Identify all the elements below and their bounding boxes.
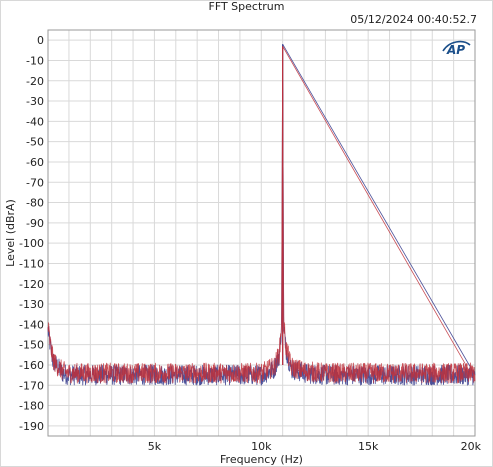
series-line [47,46,476,384]
x-tick-label: 5k [148,440,162,453]
y-tick-label: -160 [19,359,44,372]
y-tick-label: -120 [19,278,44,291]
y-tick-label: -30 [26,95,44,108]
y-tick-label: -60 [26,156,44,169]
y-tick-label: -50 [26,136,44,149]
chart-title: FFT Spectrum [208,0,285,13]
y-tick-label: -170 [19,379,44,392]
x-tick-label: 20k [461,440,482,453]
y-tick-label: -100 [19,237,44,250]
y-tick-label: -180 [19,400,44,413]
y-tick-label: -150 [19,339,44,352]
y-tick-label: -110 [19,257,44,270]
logo-swoosh [442,40,471,52]
x-axis-label: Frequency (Hz) [220,453,303,466]
timestamp: 05/12/2024 00:40:52.7 [350,13,477,26]
ap-logo: AP [442,40,471,57]
y-tick-label: -80 [26,197,44,210]
y-axis-label: Level (dBrA) [4,199,17,267]
y-tick-label: -70 [26,176,44,189]
y-tick-label: -130 [19,298,44,311]
y-tick-label: -140 [19,318,44,331]
plot-border [47,29,476,437]
y-tick-label: -190 [19,420,44,433]
y-tick-label: -20 [26,75,44,88]
y-tick-label: -40 [26,115,44,128]
y-tick-label: -90 [26,217,44,230]
tick-labels: 0 -10 -20 -30 -40 -50 -60 -70 -80 -90 -100 -110 -120… [19,34,482,453]
x-tick-label: 10k [251,440,272,453]
x-tick-label: 15k [358,440,379,453]
y-tick-label: 0 [37,34,44,47]
series-group [47,44,476,386]
logo-text: AP [446,43,465,57]
y-tick-label: -10 [26,54,44,67]
grid [48,30,475,436]
